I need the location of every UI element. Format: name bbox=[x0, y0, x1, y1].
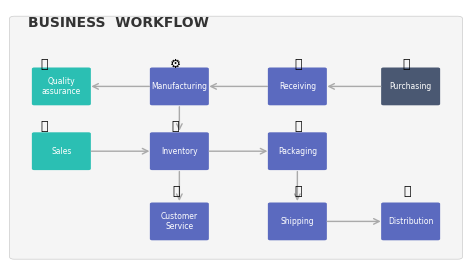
FancyBboxPatch shape bbox=[150, 132, 209, 170]
FancyBboxPatch shape bbox=[150, 202, 209, 240]
Text: 📦: 📦 bbox=[295, 58, 302, 71]
Text: Receiving: Receiving bbox=[279, 82, 316, 91]
FancyBboxPatch shape bbox=[268, 68, 327, 105]
Text: 🛍️: 🛍️ bbox=[404, 58, 411, 71]
Text: BUSINESS  WORKFLOW: BUSINESS WORKFLOW bbox=[28, 16, 209, 30]
FancyBboxPatch shape bbox=[9, 16, 463, 259]
FancyBboxPatch shape bbox=[268, 202, 327, 240]
Text: 🏢: 🏢 bbox=[40, 120, 47, 133]
FancyBboxPatch shape bbox=[381, 68, 440, 105]
Text: 🗂️: 🗂️ bbox=[172, 120, 179, 133]
Text: Packaging: Packaging bbox=[278, 147, 317, 156]
Text: Inventory: Inventory bbox=[161, 147, 198, 156]
Text: Quality
assurance: Quality assurance bbox=[42, 77, 81, 96]
Text: ⚙️: ⚙️ bbox=[170, 58, 181, 71]
Text: 📞: 📞 bbox=[172, 184, 179, 198]
FancyBboxPatch shape bbox=[32, 132, 91, 170]
FancyBboxPatch shape bbox=[150, 68, 209, 105]
Text: Manufacturing: Manufacturing bbox=[152, 82, 207, 91]
Text: Purchasing: Purchasing bbox=[389, 82, 432, 91]
Text: 📦: 📦 bbox=[295, 120, 302, 133]
Text: 📋: 📋 bbox=[40, 58, 47, 71]
Text: Shipping: Shipping bbox=[280, 217, 314, 226]
FancyBboxPatch shape bbox=[268, 132, 327, 170]
FancyBboxPatch shape bbox=[32, 68, 91, 105]
Text: 🚢: 🚢 bbox=[295, 184, 302, 198]
Text: 🚚: 🚚 bbox=[404, 184, 411, 198]
Text: Customer
Service: Customer Service bbox=[161, 212, 198, 231]
FancyBboxPatch shape bbox=[381, 202, 440, 240]
Text: Distribution: Distribution bbox=[388, 217, 433, 226]
Text: Sales: Sales bbox=[51, 147, 72, 156]
